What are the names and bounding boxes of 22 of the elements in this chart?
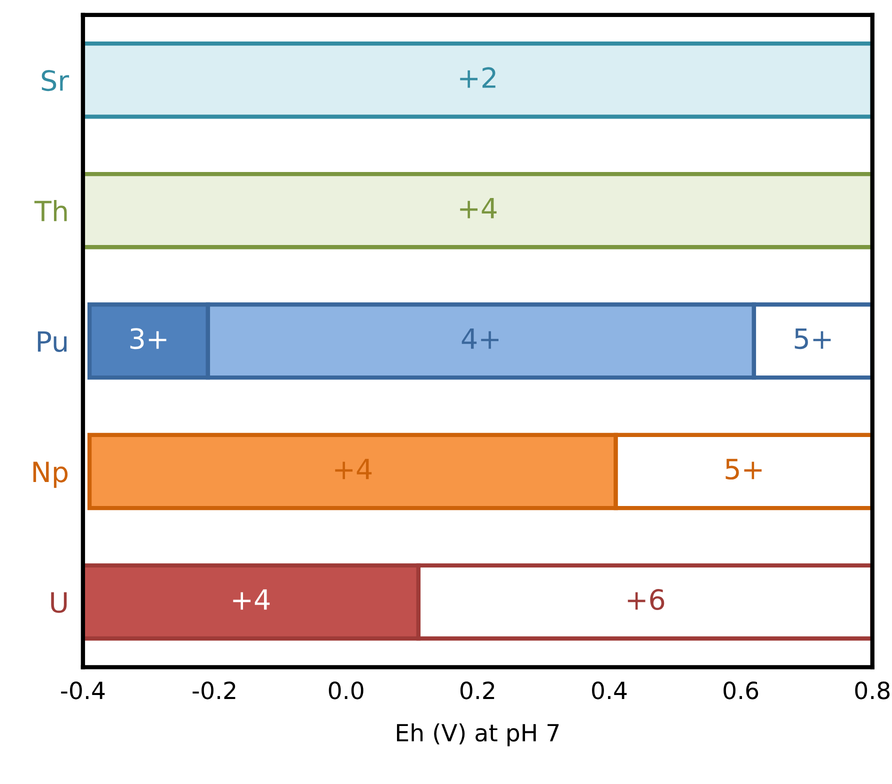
annotation: 3+ (130, 328, 166, 350)
annotation: +4 (335, 458, 372, 480)
x-axis-title: Eh (V) at pH 7 (397, 723, 559, 746)
annotation: +4 (233, 589, 270, 610)
annotation: 5+ (726, 458, 762, 480)
y-tick-label: Np (33, 462, 68, 488)
x-tick-label: -0.2 (192, 681, 236, 700)
x-tick-label: 0.6 (724, 681, 758, 700)
x-tick-label: 0.8 (855, 681, 890, 700)
y-tick-label: Sr (42, 70, 70, 92)
y-tick-label: U (51, 592, 67, 613)
x-tick-label: -0.4 (61, 681, 105, 700)
x-tick-label: 0.2 (460, 681, 494, 700)
annotation: +6 (628, 589, 664, 610)
annotation: +4 (460, 198, 497, 218)
x-tick-label: 0.0 (328, 681, 364, 700)
y-tick-label: Pu (38, 331, 67, 352)
x-tick-label: 0.4 (592, 681, 627, 700)
annotation: 5+ (794, 328, 831, 350)
y-tick-label: Th (34, 200, 67, 222)
annotation: +2 (460, 67, 496, 88)
annotation: 4+ (462, 328, 498, 349)
